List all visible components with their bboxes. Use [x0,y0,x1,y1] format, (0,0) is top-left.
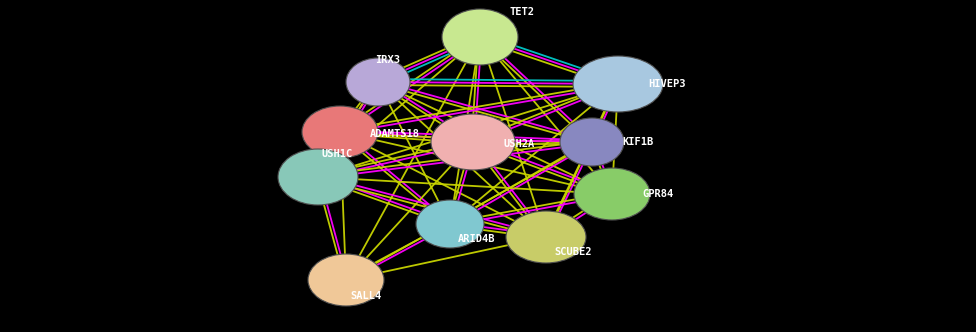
Text: KIF1B: KIF1B [622,137,653,147]
Ellipse shape [442,9,518,65]
Text: ADAMTS18: ADAMTS18 [370,129,420,139]
Ellipse shape [416,200,484,248]
Ellipse shape [506,211,586,263]
Text: USH2A: USH2A [503,139,534,149]
Ellipse shape [278,149,358,205]
Ellipse shape [302,106,378,158]
Ellipse shape [346,58,410,106]
Ellipse shape [560,118,624,166]
Text: GPR84: GPR84 [642,189,673,199]
Ellipse shape [431,114,515,170]
Text: SALL4: SALL4 [350,291,382,301]
Text: USH1C: USH1C [322,149,353,159]
Ellipse shape [308,254,384,306]
Text: TET2: TET2 [510,7,535,17]
Text: SCUBE2: SCUBE2 [554,247,591,257]
Text: IRX3: IRX3 [375,55,400,65]
Text: HIVEP3: HIVEP3 [648,79,685,89]
Text: ARID4B: ARID4B [458,234,496,244]
Ellipse shape [574,168,650,220]
Ellipse shape [573,56,663,112]
